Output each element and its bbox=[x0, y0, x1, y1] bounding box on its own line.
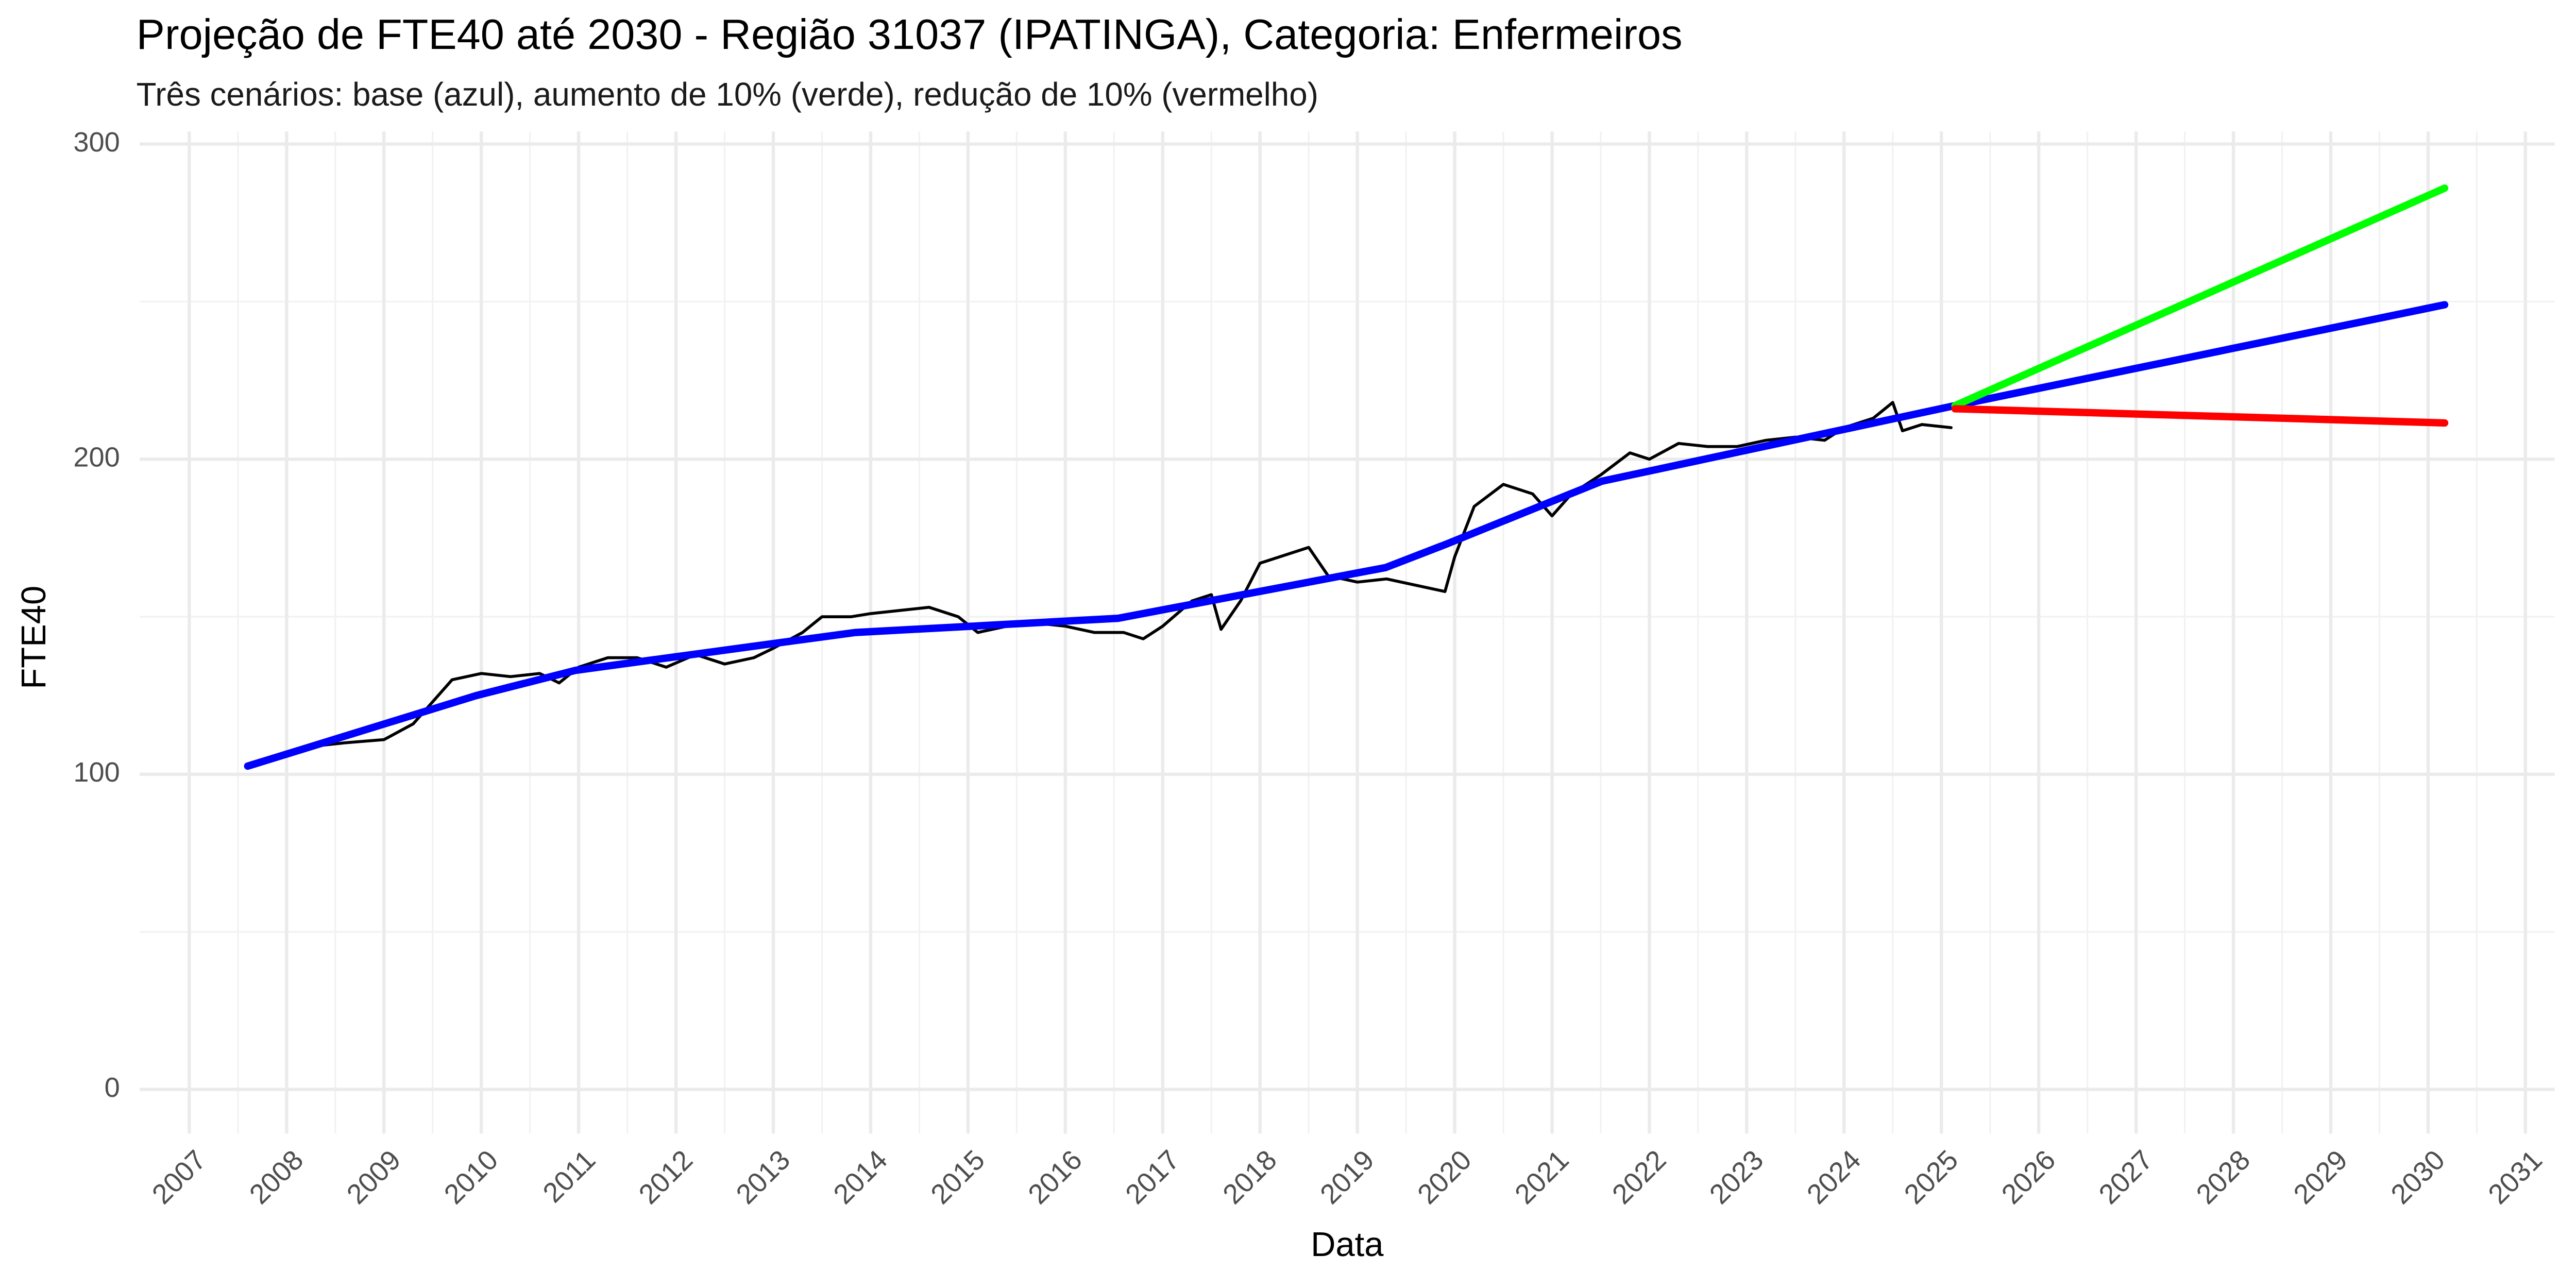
x-tick-label: 2028 bbox=[2191, 1144, 2257, 1210]
x-tick-label: 2016 bbox=[1022, 1144, 1088, 1210]
x-tick-label: 2010 bbox=[438, 1144, 504, 1210]
x-tick-label: 2022 bbox=[1606, 1144, 1672, 1210]
x-tick-label: 2024 bbox=[1801, 1144, 1867, 1210]
x-tick-label: 2025 bbox=[1899, 1144, 1964, 1210]
y-tick-label: 0 bbox=[105, 1072, 120, 1103]
x-tick-label: 2030 bbox=[2385, 1144, 2451, 1210]
x-tick-label: 2027 bbox=[2093, 1144, 2159, 1210]
x-tick-label: 2012 bbox=[633, 1144, 699, 1210]
data-line bbox=[244, 301, 2449, 770]
x-tick-label: 2029 bbox=[2287, 1144, 2353, 1210]
x-tick-label: 2011 bbox=[537, 1144, 601, 1209]
chart-subtitle: Três cenários: base (azul), aumento de 1… bbox=[137, 76, 1318, 113]
x-axis-title: Data bbox=[1311, 1225, 1384, 1264]
x-tick-label: 2009 bbox=[341, 1144, 407, 1210]
x-tick-label: 2019 bbox=[1314, 1144, 1380, 1210]
x-tick-label: 2007 bbox=[146, 1144, 212, 1210]
y-tick-label: 100 bbox=[73, 757, 120, 788]
y-axis-title: FTE40 bbox=[14, 586, 53, 689]
x-tick-label: 2014 bbox=[827, 1144, 893, 1210]
data-line bbox=[1951, 184, 2449, 410]
y-tick-label: 300 bbox=[73, 127, 120, 158]
x-tick-label: 2017 bbox=[1120, 1144, 1185, 1210]
data-line bbox=[1951, 405, 2449, 427]
x-tick-label: 2018 bbox=[1217, 1144, 1283, 1210]
x-tick-label: 2023 bbox=[1704, 1144, 1770, 1210]
x-tick-label: 2031 bbox=[2482, 1144, 2548, 1210]
x-tick-label: 2020 bbox=[1412, 1144, 1478, 1210]
x-tick-label: 2013 bbox=[730, 1144, 796, 1210]
y-tick-label: 200 bbox=[73, 442, 120, 473]
chart-title: Projeção de FTE40 até 2030 - Região 3103… bbox=[137, 10, 1683, 58]
x-tick-label: 2015 bbox=[925, 1144, 991, 1210]
x-tick-label: 2008 bbox=[244, 1144, 310, 1210]
x-tick-label: 2021 bbox=[1509, 1144, 1575, 1210]
data-line bbox=[246, 401, 1953, 768]
x-tick-label: 2026 bbox=[1996, 1144, 2062, 1210]
